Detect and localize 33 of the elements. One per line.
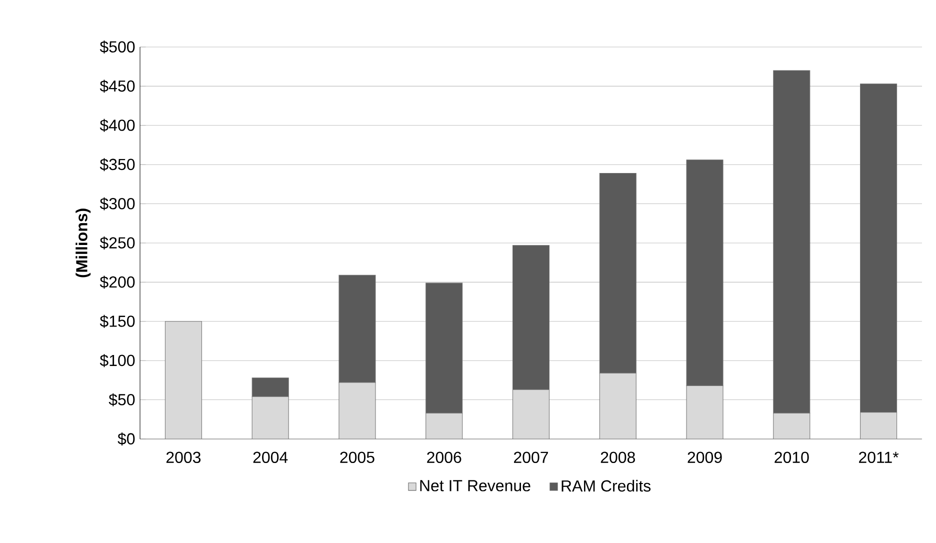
bar xyxy=(773,412,810,439)
bar xyxy=(426,412,463,439)
bar xyxy=(686,385,724,439)
y-tick-label: $450 xyxy=(100,80,135,93)
y-tick-label: $250 xyxy=(100,236,135,250)
y-tick-label: $100 xyxy=(100,354,135,368)
bar xyxy=(338,382,376,439)
y-tick-label: $500 xyxy=(100,40,135,54)
y-tick-label: $350 xyxy=(100,158,135,172)
x-tick-label: 2007 xyxy=(514,452,548,464)
bar xyxy=(860,412,898,439)
x-tick-label: 2010 xyxy=(774,452,809,464)
x-tick-label: 2004 xyxy=(253,452,288,464)
bar xyxy=(164,321,202,439)
x-tick-label: 2009 xyxy=(688,452,722,464)
legend-label: RAM Credits xyxy=(562,480,651,492)
bar xyxy=(512,389,550,439)
bar xyxy=(252,396,289,439)
x-tick-label: 2003 xyxy=(166,452,201,464)
y-tick-label: $200 xyxy=(100,276,135,289)
y-tick-label: $300 xyxy=(100,197,135,210)
y-axis-title: (Millions) xyxy=(76,208,91,278)
bar xyxy=(252,378,289,397)
x-tick-label: 2005 xyxy=(340,452,374,464)
bar xyxy=(599,372,636,439)
x-tick-label: 2011* xyxy=(859,452,899,464)
y-tick-label: $400 xyxy=(100,118,135,132)
y-tick-label: $50 xyxy=(108,393,135,406)
x-tick-label: 2008 xyxy=(600,452,635,464)
legend-label: Net IT Revenue xyxy=(420,480,530,492)
x-tick-label: 2006 xyxy=(427,452,462,464)
y-tick-label: $0 xyxy=(118,432,135,446)
y-tick-label: $150 xyxy=(100,314,135,328)
